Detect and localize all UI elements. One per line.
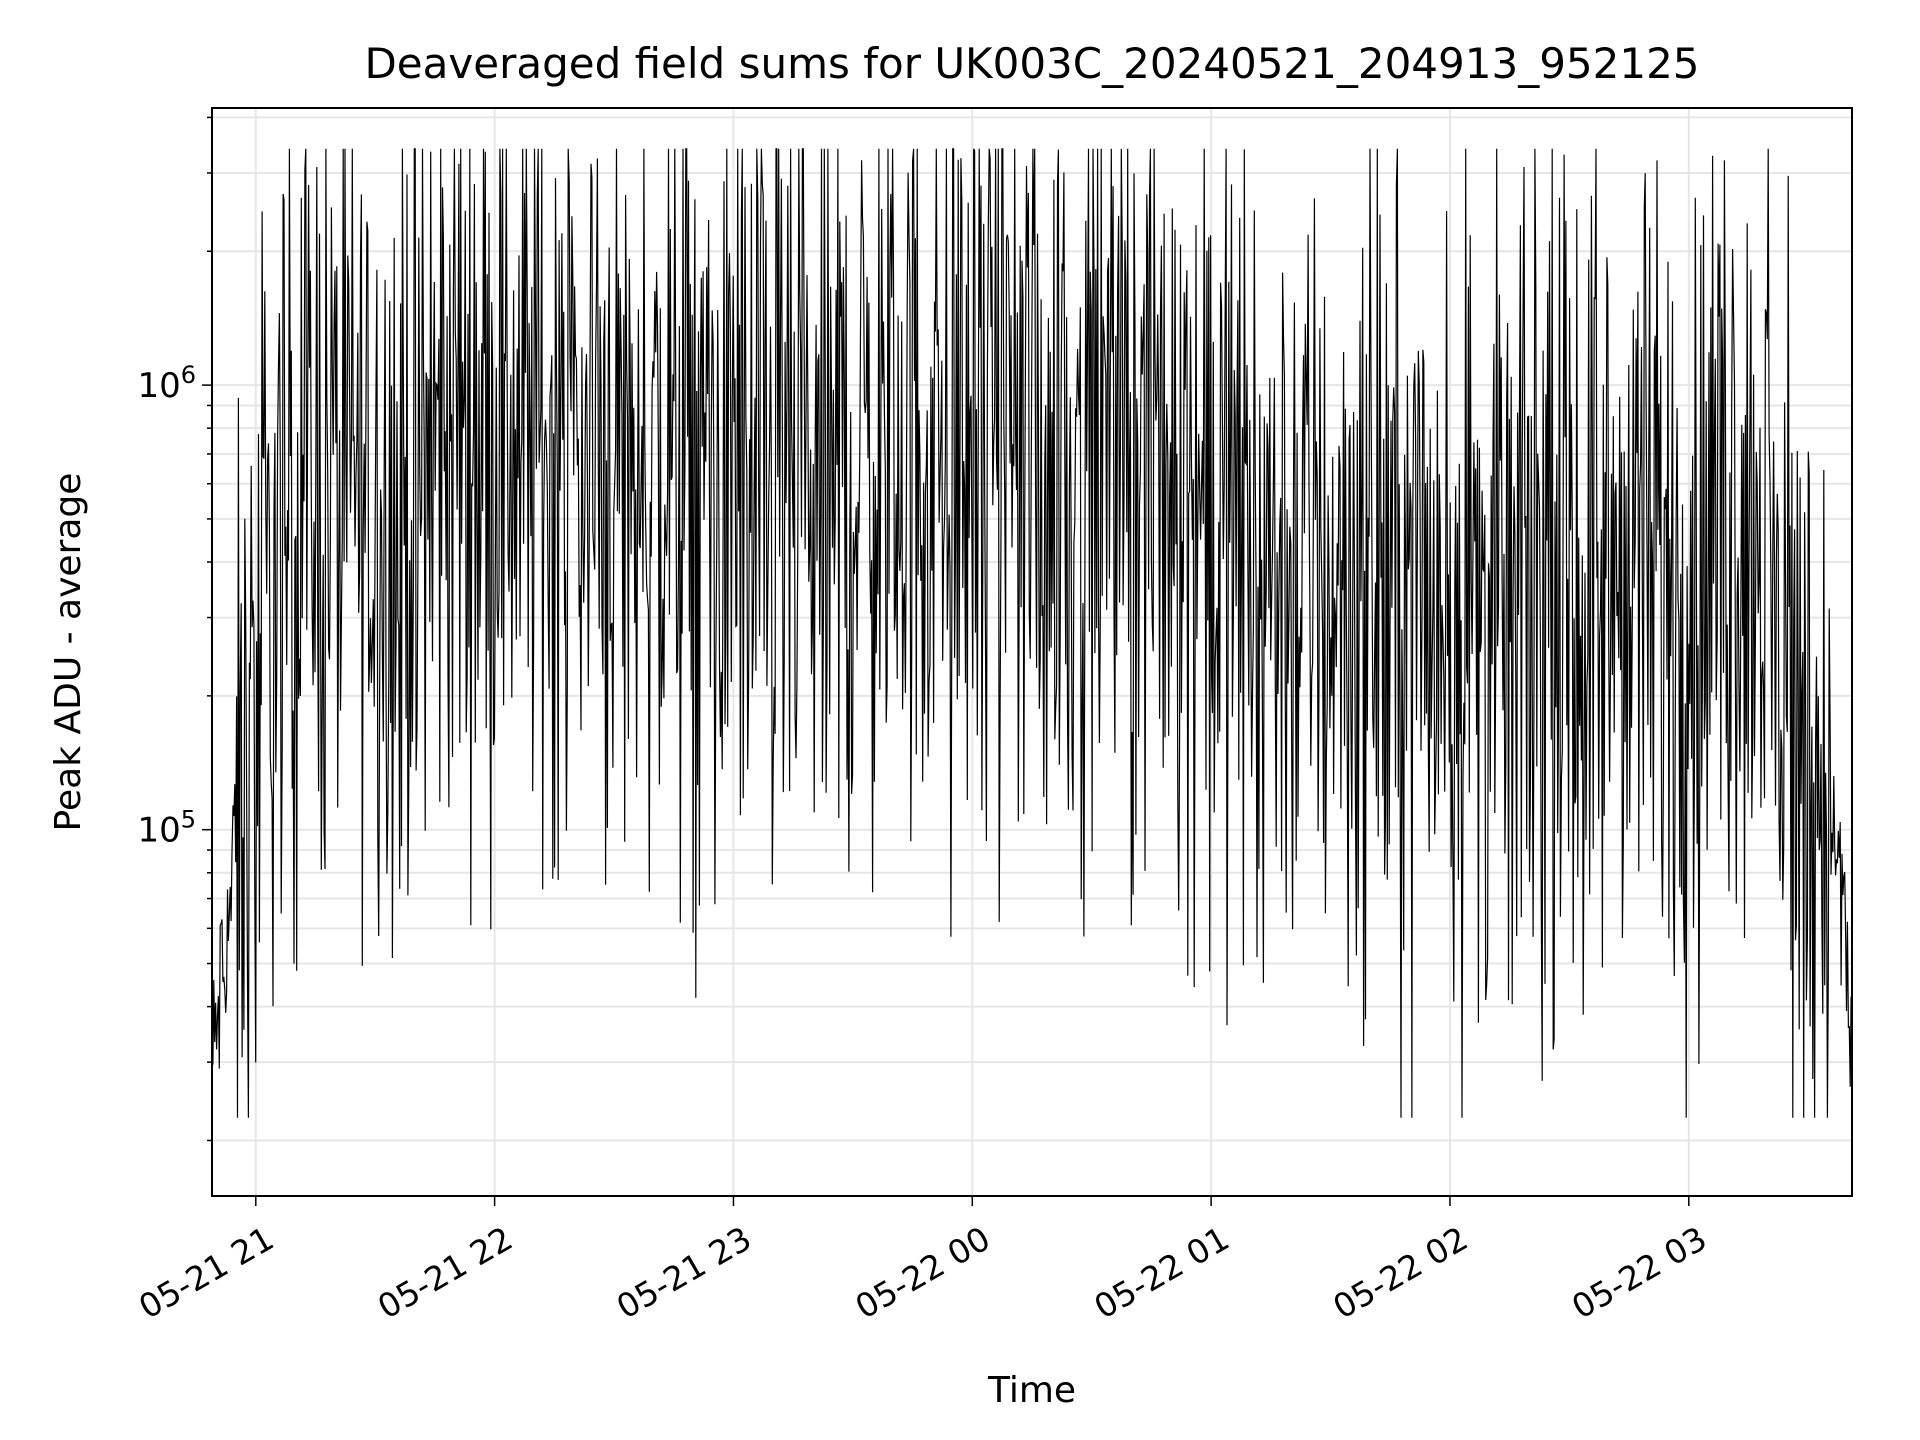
y-tick-label: 105 [137, 806, 196, 851]
x-axis-label: Time [987, 1370, 1076, 1411]
chart-title: Deaveraged field sums for UK003C_2024052… [364, 39, 1699, 88]
y-tick-label: 106 [137, 361, 196, 406]
y-axis: 105 106 [137, 116, 212, 1142]
series-line [211, 148, 1853, 1118]
y-axis-label: Peak ADU - average [48, 473, 89, 832]
plot-frame [211, 107, 1853, 1197]
series-layer [211, 148, 1853, 1118]
